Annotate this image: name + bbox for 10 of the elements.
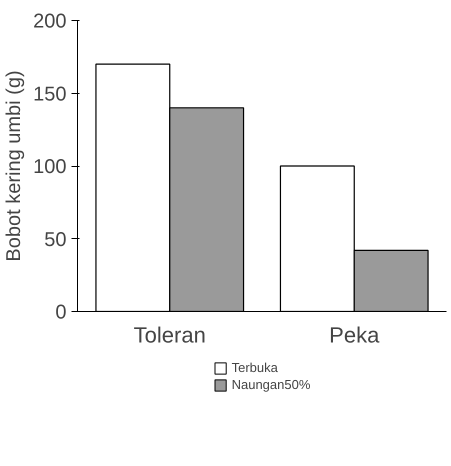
y-tick-label: 0 [55,302,66,324]
y-tick-label: 200 [33,10,67,32]
x-tick-label: Toleran [134,322,206,348]
y-tick-label: 50 [44,228,67,251]
x-tick-label: Peka [329,322,380,348]
y-tick-label: 150 [33,83,67,106]
y-tick-label: 100 [33,156,67,178]
y-axis-title: Bobot kering umbi (g) [3,70,26,262]
legend-label: Naungan50% [232,377,310,392]
legend-label: Terbuka [232,360,278,375]
